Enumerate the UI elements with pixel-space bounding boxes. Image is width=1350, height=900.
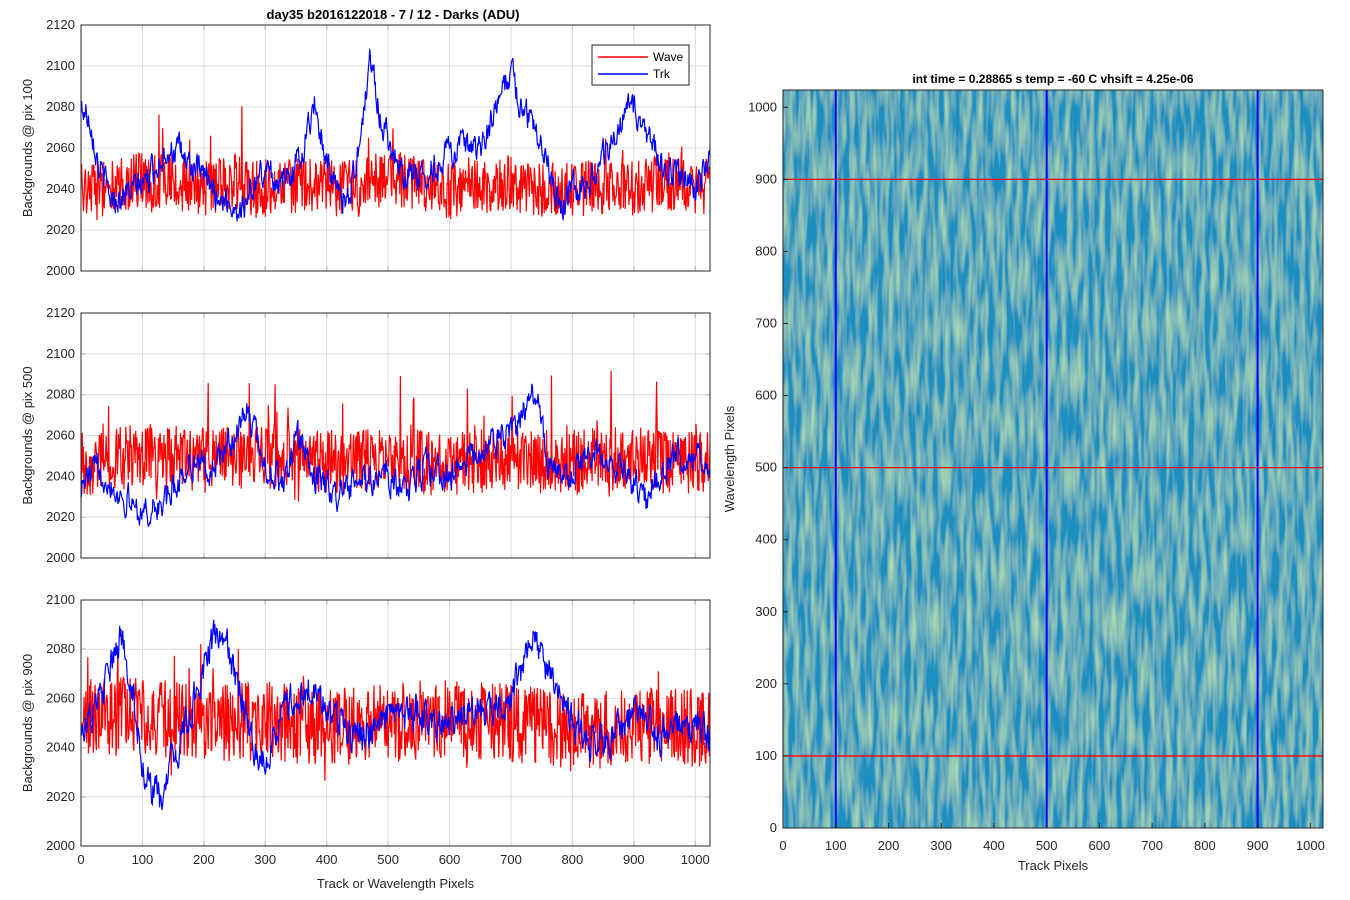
legend: Wave Trk	[591, 44, 690, 86]
series-line-trk	[81, 619, 710, 811]
series-line-wave	[81, 370, 710, 502]
y-tick-label: 2080	[46, 387, 75, 402]
y-tick-label: 2000	[46, 263, 75, 278]
line-panel-pix-900: 2000 2020 2040 2060 2080 2100 0 100 200 300 400 500…	[20, 592, 711, 891]
y-tick-label: 2120	[46, 305, 75, 320]
y-tick-label: 2080	[46, 99, 75, 114]
x-tick-label: 200	[193, 852, 215, 867]
y-tick-label: 900	[755, 171, 777, 186]
y-tick-label: 2000	[46, 550, 75, 565]
axes-frame	[80, 24, 711, 272]
x-tick-label: 1000	[681, 852, 710, 867]
heatmap-title: int time = 0.28865 s temp = -60 C vhsift…	[912, 72, 1193, 86]
axes-frame	[80, 312, 711, 559]
y-axis-label: Wavelength Pixels	[722, 405, 737, 512]
x-tick-label: 800	[1194, 838, 1216, 853]
x-tick-label: 300	[254, 852, 276, 867]
y-tick-label: 2060	[46, 690, 75, 705]
x-tick-label: 400	[316, 852, 338, 867]
y-tick-label: 2100	[46, 346, 75, 361]
x-tick-label: 900	[623, 852, 645, 867]
axes-frame	[80, 599, 711, 847]
y-tick-label: 700	[755, 316, 777, 331]
x-tick-label: 500	[377, 852, 399, 867]
y-axis-label: Backgrounds @ pix 900	[20, 654, 35, 792]
y-tick-label: 600	[755, 388, 777, 403]
y-axis-label: Backgrounds @ pix 500	[20, 366, 35, 504]
legend-label-wave: Wave	[653, 50, 684, 64]
y-tick-label: 400	[755, 532, 777, 547]
series-line-trk	[81, 383, 710, 528]
series-line-trk	[81, 48, 710, 222]
y-tick-label: 2100	[46, 592, 75, 607]
y-tick-label: 1000	[748, 99, 777, 114]
x-tick-label: 300	[930, 838, 952, 853]
heatmap-panel: 0 100 200 300 400 500 600 700 800 900 1000 0 100 200 3…	[722, 72, 1325, 873]
line-panel-pix-100: 2000 2020 2040 2060 2080 2100 2120 Backgrounds …	[20, 17, 711, 278]
x-tick-label: 100	[132, 852, 154, 867]
x-tick-label: 200	[878, 838, 900, 853]
y-tick-label: 300	[755, 604, 777, 619]
x-axis-label: Track or Wavelength Pixels	[317, 876, 475, 891]
x-tick-label: 700	[500, 852, 522, 867]
legend-label-trk: Trk	[653, 67, 671, 81]
axes-frame	[782, 89, 1324, 829]
y-axis-label: Backgrounds @ pix 100	[20, 79, 35, 217]
x-tick-label: 600	[1089, 838, 1111, 853]
y-tick-label: 100	[755, 748, 777, 763]
figure-title: day35 b2016122018 - 7 / 12 - Darks (ADU)	[267, 7, 520, 22]
y-tick-label: 2020	[46, 509, 75, 524]
y-tick-label: 2020	[46, 789, 75, 804]
y-tick-label: 500	[755, 460, 777, 475]
x-axis-label: Track Pixels	[1018, 858, 1089, 873]
x-tick-label: 900	[1247, 838, 1269, 853]
legend-box	[591, 44, 690, 86]
y-tick-label: 2060	[46, 140, 75, 155]
x-tick-label: 700	[1141, 838, 1163, 853]
y-tick-label: 2080	[46, 641, 75, 656]
x-tick-label: 400	[983, 838, 1005, 853]
y-tick-label: 2020	[46, 222, 75, 237]
x-tick-label: 100	[825, 838, 847, 853]
y-tick-label: 2040	[46, 468, 75, 483]
x-tick-label: 0	[77, 852, 84, 867]
heatmap-image	[783, 90, 1323, 828]
x-tick-label: 600	[439, 852, 461, 867]
y-tick-label: 2060	[46, 428, 75, 443]
y-tick-label: 2000	[46, 838, 75, 853]
series-line-wave	[81, 643, 710, 781]
y-tick-label: 0	[770, 820, 777, 835]
line-panel-pix-500: 2000 2020 2040 2060 2080 2100 2120 Backgrounds …	[20, 305, 711, 565]
y-tick-label: 800	[755, 243, 777, 258]
y-tick-label: 200	[755, 676, 777, 691]
y-tick-label: 2100	[46, 58, 75, 73]
y-tick-label: 2040	[46, 181, 75, 196]
x-tick-label: 800	[562, 852, 584, 867]
x-tick-label: 0	[779, 838, 786, 853]
y-tick-label: 2040	[46, 740, 75, 755]
y-tick-label: 2120	[46, 17, 75, 32]
x-tick-label: 500	[1036, 838, 1058, 853]
x-tick-label: 1000	[1296, 838, 1325, 853]
